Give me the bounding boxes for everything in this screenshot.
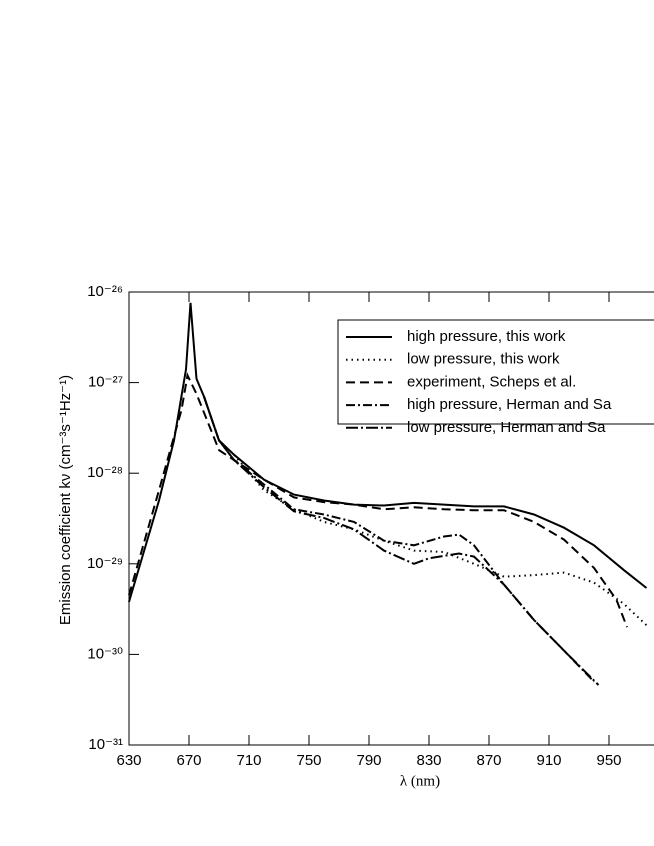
legend: high pressure, this work low pressure, th… xyxy=(337,319,654,436)
x-tick-label: 910 xyxy=(536,752,561,769)
series-line xyxy=(128,302,648,603)
x-tick-label: 710 xyxy=(236,752,261,769)
legend-label: high pressure, Herman and Sa xyxy=(407,396,612,413)
y-tick-label: 10⁻²⁷ xyxy=(88,374,123,391)
x-tick-label: 870 xyxy=(476,752,501,769)
legend-label: high pressure, this work xyxy=(407,328,566,345)
x-tick-label: 830 xyxy=(416,752,441,769)
x-tick-label: 750 xyxy=(296,752,321,769)
legend-label: experiment, Scheps et al. xyxy=(407,373,576,390)
y-tick-label: 10⁻³⁰ xyxy=(87,645,123,662)
x-tick-label: 670 xyxy=(176,752,201,769)
x-axis-label: λ (nm) xyxy=(400,773,440,789)
series-line xyxy=(203,396,595,683)
legend-label: low pressure, Herman and Sa xyxy=(407,419,606,436)
y-tick-label: 10⁻²⁹ xyxy=(87,555,123,572)
y-tick-label: 10⁻³¹ xyxy=(88,736,123,753)
series-line xyxy=(233,454,648,626)
plot-frame xyxy=(128,291,654,746)
y-tick-label: 10⁻²⁶ xyxy=(87,283,123,300)
series-line xyxy=(128,372,628,628)
y-tick-label: 10⁻²⁸ xyxy=(87,464,123,481)
x-tick-label: 790 xyxy=(356,752,381,769)
y-axis-label: Emission coefficient kν (cm⁻³s⁻¹Hz⁻¹) xyxy=(57,375,74,625)
x-tick-label: 630 xyxy=(116,752,141,769)
x-tick-label: 950 xyxy=(596,752,621,769)
legend-label: low pressure, this work xyxy=(407,351,560,368)
series-line xyxy=(203,396,600,686)
